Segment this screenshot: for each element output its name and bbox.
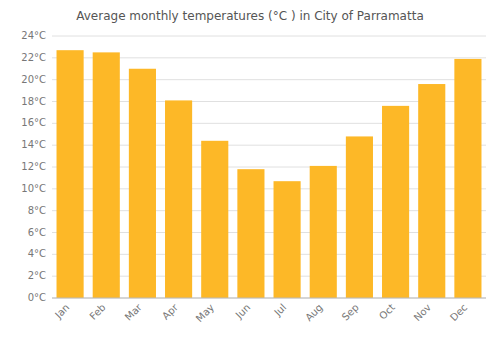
grid-line — [52, 36, 486, 37]
bar — [201, 141, 228, 298]
y-tick-label: 8°C — [28, 205, 46, 216]
x-axis-line — [52, 298, 486, 299]
x-tick-label: Jul — [271, 302, 288, 319]
bar — [346, 136, 373, 298]
bar — [93, 52, 120, 298]
bar — [310, 166, 337, 298]
y-tick-label: 18°C — [21, 96, 46, 107]
y-tick-label: 4°C — [28, 248, 46, 259]
y-tick-label: 14°C — [21, 139, 46, 150]
title: Average monthly temperatures (°C ) in Ci… — [76, 9, 424, 23]
bar — [382, 106, 409, 298]
y-tick-label: 22°C — [21, 52, 46, 63]
chart-container: 0°C 2°C 4°C 6°C 8°C 10°C 12°C 14°C 16°C 18°C 20°C 2… — [0, 0, 500, 350]
x-tick-label: Feb — [87, 302, 107, 322]
y-tick-label: 20°C — [21, 74, 46, 85]
x-tick-label: Nov — [412, 302, 434, 324]
bar — [454, 59, 481, 298]
y-tick-label: 6°C — [28, 227, 46, 238]
bar — [129, 69, 156, 298]
y-axis: 0°C 2°C 4°C 6°C 8°C 10°C 12°C 14°C 16°C 18°C 20°C 2… — [21, 30, 486, 303]
x-tick-label: Mar — [123, 301, 145, 323]
bar — [57, 50, 84, 298]
x-tick-label: Aug — [303, 302, 325, 324]
x-tick-label: Jun — [233, 302, 253, 322]
y-tick-label: 10°C — [21, 183, 46, 194]
y-tick-label: 24°C — [21, 30, 46, 41]
x-tick-label: May — [194, 302, 216, 324]
y-tick-label: 2°C — [28, 270, 46, 281]
y-tick-label: 16°C — [21, 117, 46, 128]
y-tick-label: 0°C — [28, 292, 46, 303]
chart: 0°C 2°C 4°C 6°C 8°C 10°C 12°C 14°C 16°C 18°C 20°C 2… — [0, 0, 500, 350]
x-tick-label: Dec — [448, 302, 469, 323]
bar — [274, 181, 301, 298]
x-tick-label: Oct — [377, 302, 397, 322]
x-tick-label: Apr — [160, 301, 181, 322]
x-axis: Jan Feb Mar Apr May Jun Jul Aug Sep Oct Nov Dec — [52, 298, 486, 324]
y-tick-label: 12°C — [21, 161, 46, 172]
x-tick-label: Jan — [52, 302, 71, 321]
grid-line — [52, 298, 486, 299]
bars — [57, 50, 482, 298]
bar — [165, 100, 192, 298]
x-tick-label: Sep — [340, 302, 361, 323]
bar — [418, 84, 445, 298]
bar — [237, 169, 264, 298]
